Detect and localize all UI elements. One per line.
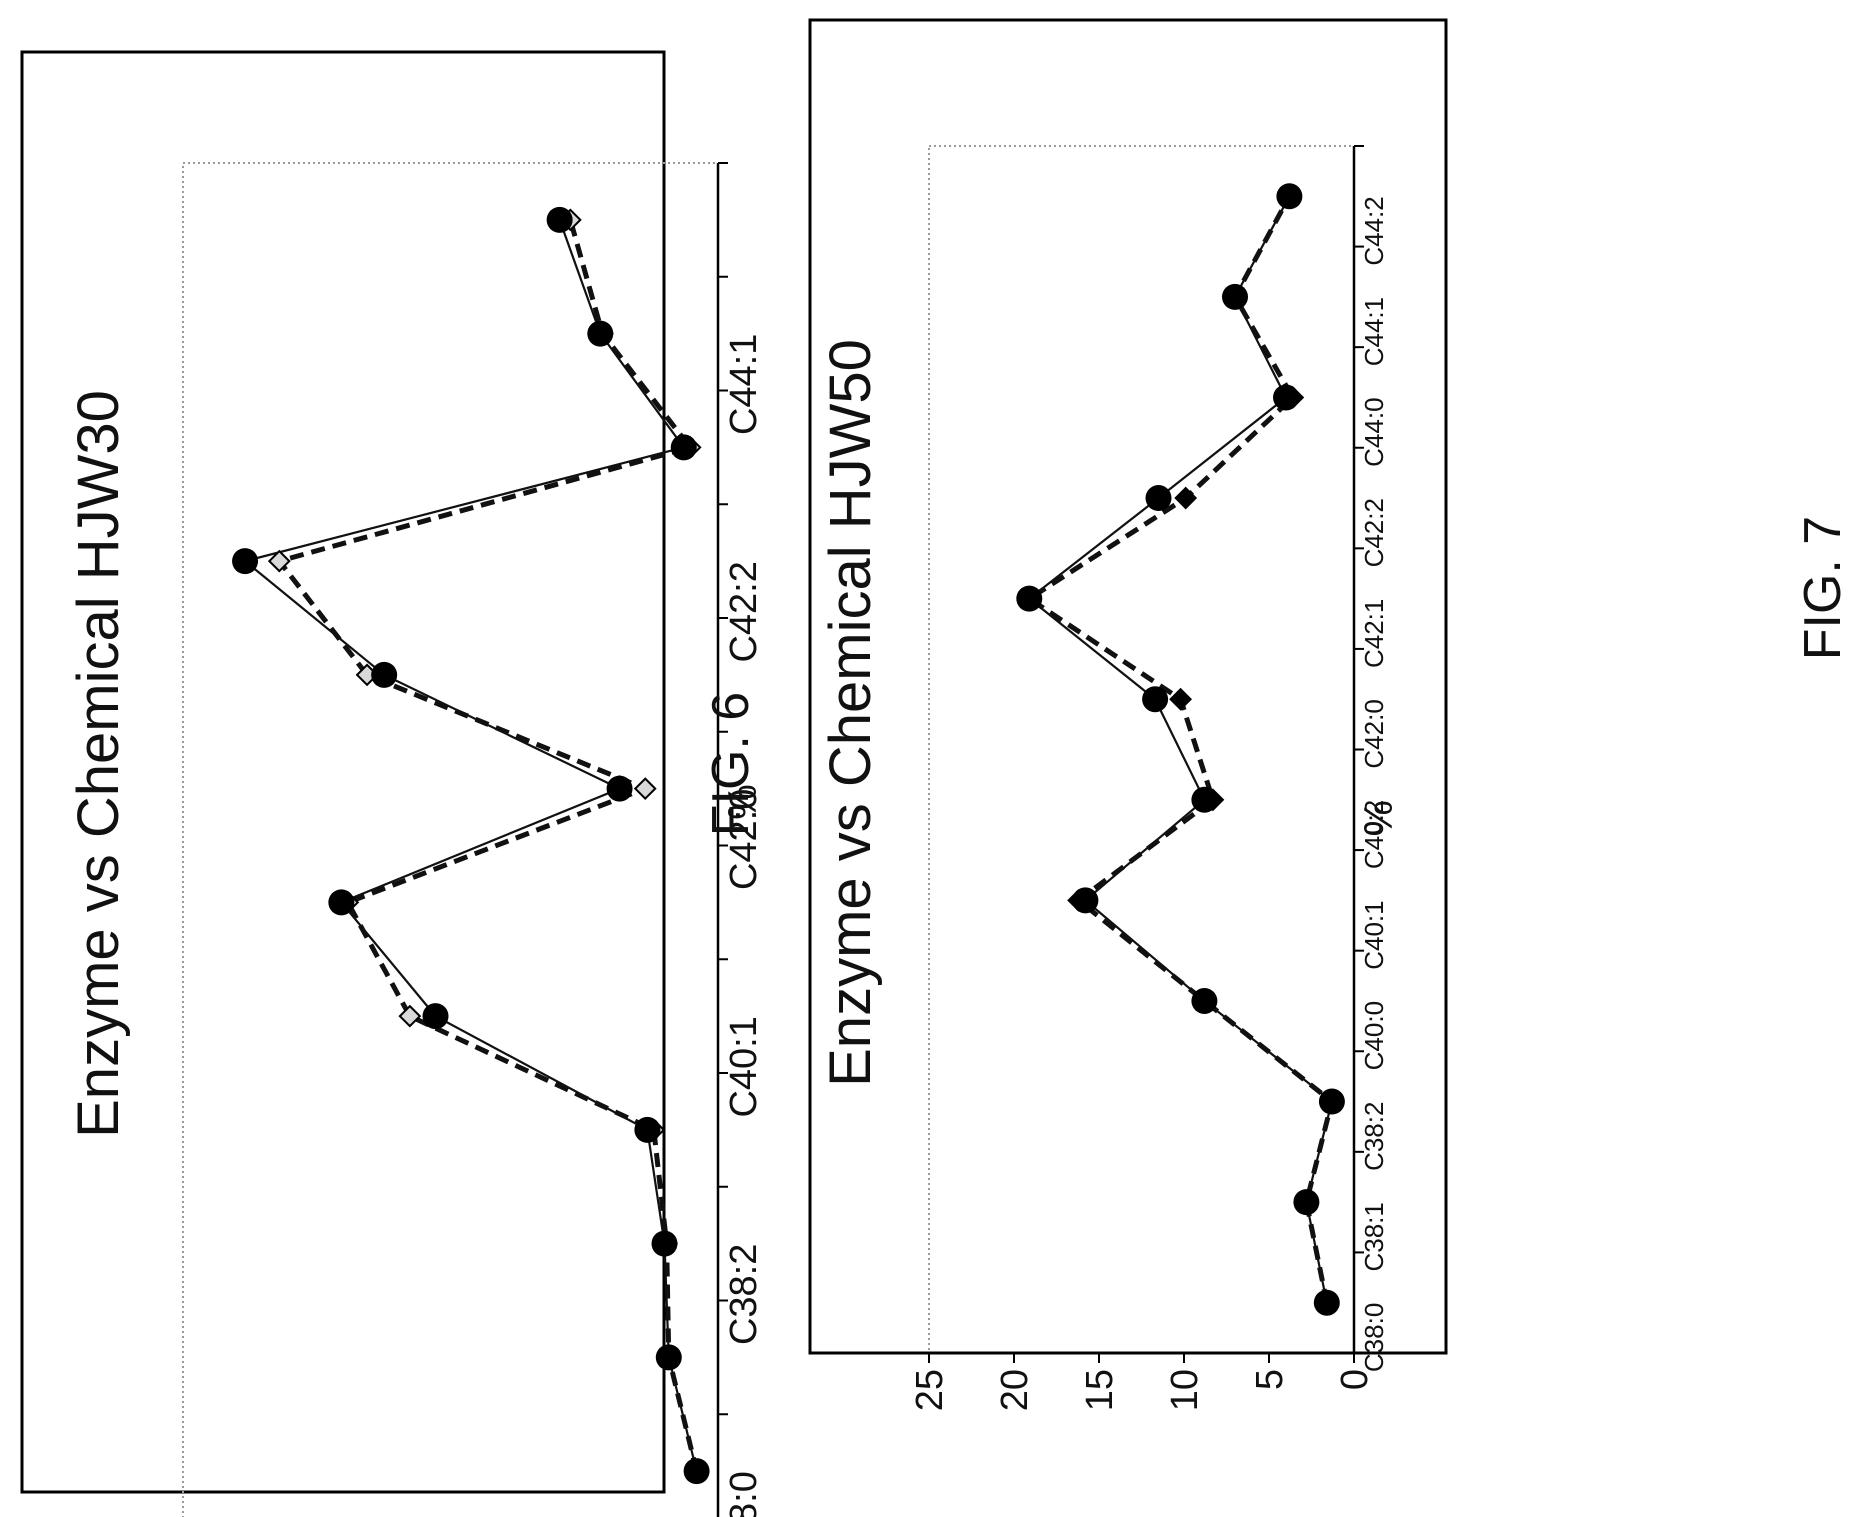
series-point-0 (1293, 1189, 1320, 1216)
series-point-0 (546, 206, 573, 233)
y-axis-label: % (721, 784, 765, 820)
figure-label: FIG. 6 (702, 692, 760, 836)
y-tick-label: 5 (1249, 1369, 1291, 1390)
x-tick-label: C42:0 (1359, 699, 1389, 768)
series-point-1 (267, 549, 291, 573)
series-point-0 (328, 889, 355, 916)
series-point-0 (422, 1003, 449, 1030)
series-point-0 (1191, 987, 1218, 1014)
plot-area-border (928, 145, 1355, 1354)
x-tick-label: C42:1 (1359, 599, 1389, 668)
series-point-0 (606, 775, 633, 802)
x-tick-label: C40:0 (1359, 1001, 1389, 1070)
y-axis-label: % (1357, 800, 1401, 836)
x-tick-label: C38:0 (1359, 1303, 1389, 1372)
series-point-0 (1313, 1289, 1340, 1316)
figure-label: FIG. 7 (1794, 516, 1852, 660)
series-point-0 (655, 1344, 682, 1371)
series-point-0 (1145, 485, 1172, 512)
series-point-0 (1016, 585, 1043, 612)
series-point-0 (232, 548, 259, 575)
x-tick-label: C44:0 (1359, 397, 1389, 466)
series-point-0 (634, 1116, 661, 1143)
series-line-0 (1027, 195, 1334, 1303)
series-point-0 (1142, 686, 1169, 713)
chart-title: Enzyme vs Chemical HJW30 (66, 390, 131, 1138)
y-tick-label: 10 (1164, 1369, 1206, 1411)
figure-frame (808, 18, 1448, 1355)
series-point-0 (587, 320, 614, 347)
series-point-0 (1222, 283, 1248, 310)
series-point-1 (1174, 486, 1198, 510)
series-point-0 (670, 434, 697, 461)
x-tick-label: C42:2 (1359, 498, 1389, 567)
series-line-1 (275, 219, 700, 1472)
y-tick-label: 25 (909, 1369, 951, 1411)
figure-frame (20, 50, 666, 1494)
series-point-1 (1169, 687, 1193, 711)
series-line-1 (1024, 195, 1335, 1304)
series-point-0 (1072, 887, 1099, 914)
chart-title: Enzyme vs Chemical HJW50 (818, 339, 883, 1087)
series-point-0 (1276, 183, 1303, 210)
plot-area-border (182, 162, 719, 1517)
chart-fig7: 0 5 10 15 20 25% C38:0 C38:1 C38:2 C40:0 C40:1 C40:… (808, 18, 1852, 1411)
x-tick-label: C38:1 (1359, 1202, 1389, 1271)
x-tick-label: C40:1 (723, 1016, 765, 1117)
series-point-0 (1191, 786, 1218, 813)
series-line-0 (242, 219, 698, 1472)
x-tick-label: C44:2 (1359, 196, 1389, 265)
series-point-1 (398, 1004, 422, 1028)
x-tick-label: C38:0 (723, 1471, 765, 1517)
series-point-1 (633, 777, 657, 801)
x-tick-label: C42:0 (723, 789, 765, 890)
y-tick-label: 0 (1334, 1369, 1376, 1390)
x-tick-label: C40:2 (1359, 800, 1389, 869)
series-point-0 (651, 1230, 678, 1257)
series-point-0 (1273, 384, 1299, 411)
x-tick-label: C44:1 (1359, 297, 1389, 366)
x-tick-label: C38:2 (723, 1244, 765, 1345)
series-point-0 (371, 661, 398, 688)
x-tick-label: C40:1 (1359, 900, 1389, 969)
y-tick-label: 15 (1079, 1369, 1121, 1411)
x-tick-label: C42:2 (723, 561, 765, 662)
series-point-0 (683, 1458, 710, 1485)
y-tick-label: 20 (994, 1369, 1036, 1411)
x-tick-label: C44:1 (723, 334, 765, 435)
series-point-0 (1318, 1088, 1345, 1115)
chart-fig6: 0510152025%C38:0C38:2C40:1C42:0C42:2C44:… (20, 50, 765, 1517)
x-tick-label: C38:2 (1359, 1102, 1389, 1171)
